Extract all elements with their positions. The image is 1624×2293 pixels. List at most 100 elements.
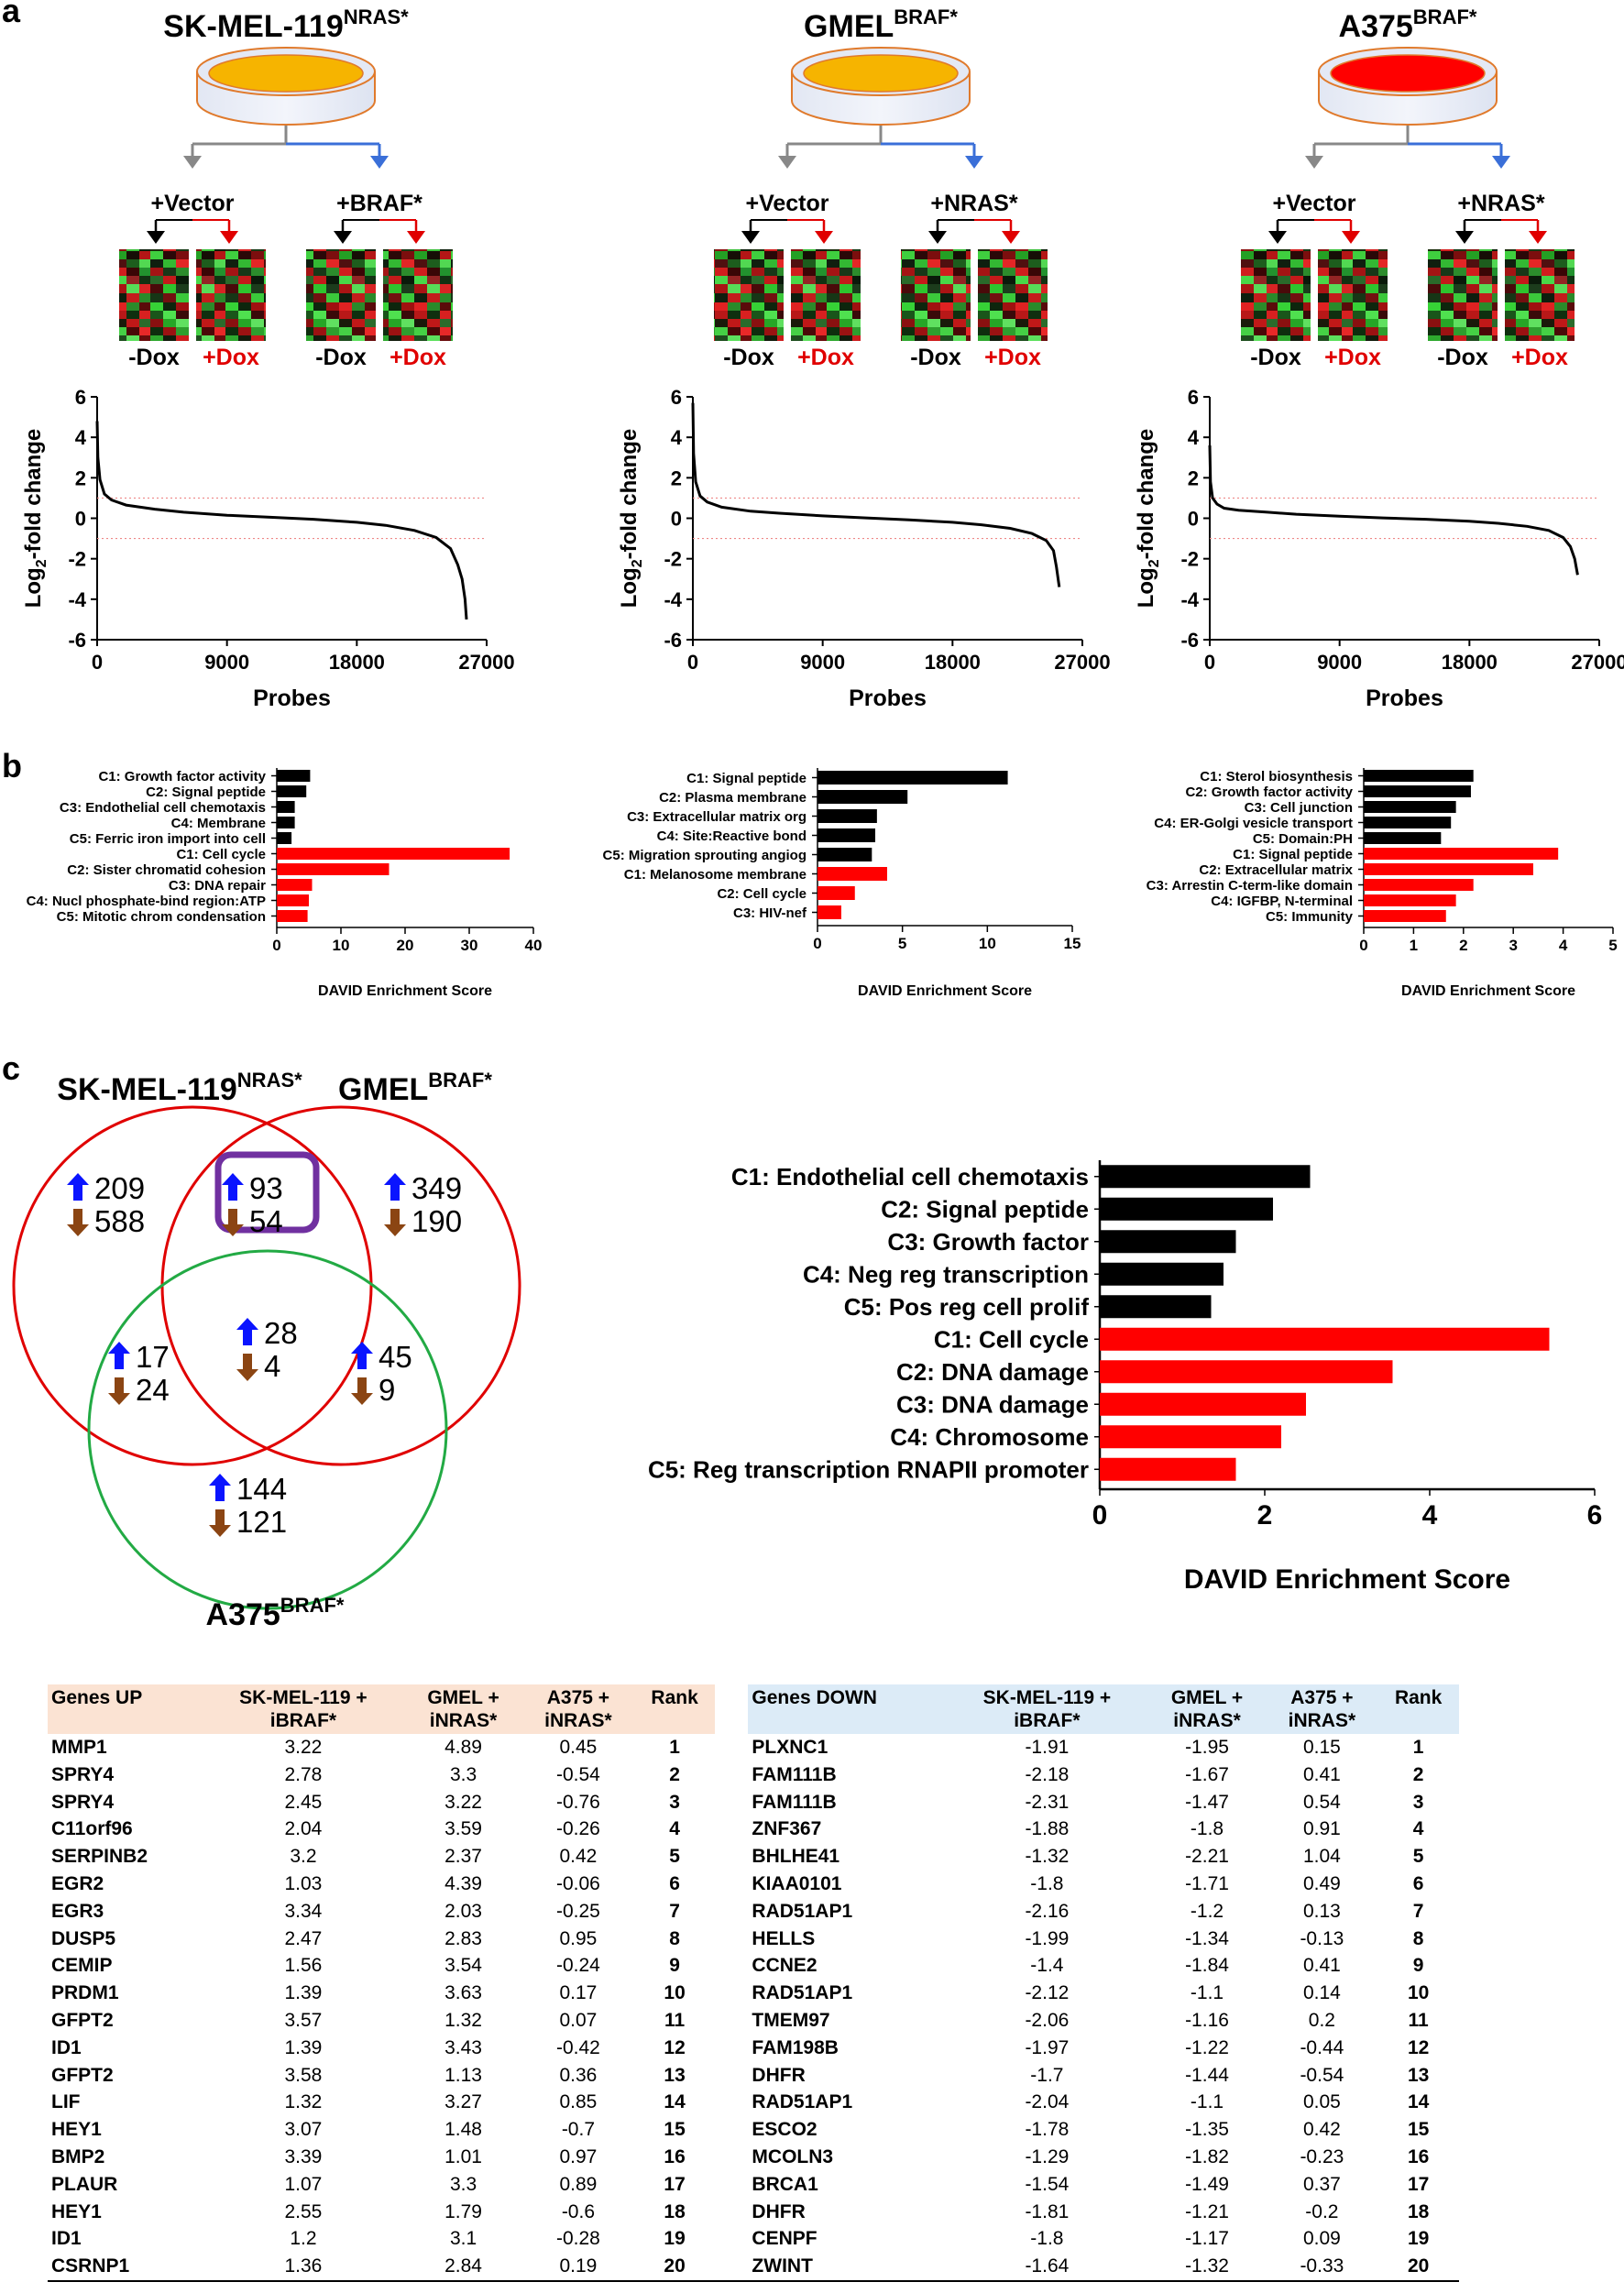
bar bbox=[1364, 832, 1442, 844]
table-cell: -1.16 bbox=[1185, 2009, 1229, 2031]
table-cell: 3.43 bbox=[444, 2036, 482, 2058]
table-cell: 8 bbox=[669, 1927, 680, 1949]
x-tick-label: 9000 bbox=[204, 651, 249, 674]
bar bbox=[277, 910, 308, 922]
table-cell: 0.97 bbox=[559, 2145, 598, 2167]
y-tick-label: -2 bbox=[1180, 548, 1199, 571]
table-cell: 3.27 bbox=[444, 2091, 482, 2113]
category-label: C4: IGFBP, N-terminal bbox=[1211, 894, 1353, 909]
dox-left-head bbox=[1268, 231, 1287, 244]
table-cell: 0.91 bbox=[1302, 1818, 1341, 1840]
table-cell: -1.67 bbox=[1185, 1763, 1229, 1785]
cell-line-mutation: BRAF* bbox=[1413, 5, 1477, 28]
table-row: DUSP5 2.47 2.83 0.95 8 HELLS -1.99 -1.34 -0.13 8 bbox=[48, 1925, 1459, 1953]
bar bbox=[277, 879, 313, 891]
bar bbox=[1364, 879, 1474, 891]
bar bbox=[277, 894, 309, 906]
table-cell: GFPT2 bbox=[51, 2009, 114, 2031]
table-cell: RAD51AP1 bbox=[752, 1900, 853, 1922]
dox-left-head bbox=[147, 231, 165, 244]
table-cell: 14 bbox=[1407, 2091, 1430, 2113]
y-tick-label: 6 bbox=[1188, 386, 1199, 409]
table-cell: 0.41 bbox=[1302, 1763, 1341, 1785]
table-cell: 0.42 bbox=[1302, 2119, 1341, 2141]
table-cell: C11orf96 bbox=[51, 1818, 133, 1840]
table-cell: 0.19 bbox=[522, 2253, 634, 2282]
category-label: C2: Signal peptide bbox=[146, 784, 266, 800]
table-row: GFPT2 3.57 1.32 0.07 11 TMEM97 -2.06 -1.16 0.2 11 bbox=[48, 2006, 1459, 2035]
table-cell: 3.2 bbox=[290, 1846, 317, 1868]
y-tick-label: 0 bbox=[671, 508, 682, 531]
x-tick-label: 0 bbox=[1204, 651, 1215, 674]
category-label: C1: Growth factor activity bbox=[98, 769, 266, 784]
x-tick-label: 18000 bbox=[1442, 651, 1498, 674]
label-base: GMEL bbox=[338, 1072, 428, 1107]
minus-dox-label: -Dox bbox=[128, 345, 180, 370]
ylabel-sub: 2 bbox=[34, 559, 49, 567]
category-label: C1: Melanosome membrane bbox=[624, 867, 807, 883]
category-label: C3: Arrestin C-term-like domain bbox=[1147, 878, 1353, 894]
category-label: C4: Neg reg transcription bbox=[803, 1261, 1089, 1289]
table-cell: 1.48 bbox=[444, 2119, 482, 2141]
category-label: C3: Cell junction bbox=[1245, 800, 1353, 816]
cell-line-mutation: NRAS* bbox=[344, 5, 409, 28]
table-cell: FAM111B bbox=[752, 1763, 837, 1785]
category-label: C1: Cell cycle bbox=[934, 1326, 1089, 1354]
x-axis-title: DAVID Enrichment Score bbox=[1401, 983, 1575, 999]
table-cell: 1.13 bbox=[444, 2064, 482, 2086]
table-cell: PLAUR bbox=[51, 2173, 118, 2195]
venn-circle-gmel bbox=[160, 1105, 521, 1466]
down-count: 121 bbox=[236, 1505, 287, 1539]
mutant-label: +NRAS* bbox=[930, 191, 1017, 216]
table-cell: 0.37 bbox=[1302, 2173, 1341, 2195]
table-cell: 20 bbox=[633, 2253, 716, 2282]
table-cell: -1.81 bbox=[1025, 2200, 1070, 2222]
category-label: C2: Signal peptide bbox=[881, 1196, 1089, 1223]
up-arrow-icon bbox=[351, 1342, 373, 1369]
plus-dox-label: +Dox bbox=[984, 345, 1041, 370]
table-cell: 3.3 bbox=[449, 1763, 477, 1785]
bar bbox=[817, 886, 855, 900]
table-cell: -1.78 bbox=[1025, 2119, 1070, 2141]
up-count: 28 bbox=[264, 1316, 298, 1350]
y-tick-label: -6 bbox=[1180, 629, 1199, 652]
y-tick-label: 0 bbox=[75, 508, 86, 531]
table-cell: KIAA0101 bbox=[752, 1872, 842, 1894]
table-cell: 2.03 bbox=[444, 1900, 482, 1922]
category-label: C4: ER-Golgi vesicle transport bbox=[1154, 816, 1353, 831]
table-cell: 0.14 bbox=[1302, 1982, 1341, 2004]
table-cell: 10 bbox=[1407, 1982, 1430, 2004]
up-arrow-icon bbox=[222, 1173, 244, 1201]
table-cell: 8 bbox=[1412, 1927, 1424, 1949]
table-cell: 4.89 bbox=[444, 1737, 482, 1758]
category-label: C2: Plasma membrane bbox=[659, 790, 807, 806]
x-tick-label: 5 bbox=[1608, 937, 1617, 954]
venn-label-sk: SK-MEL-119NRAS* bbox=[57, 1069, 302, 1107]
dish-medium bbox=[803, 54, 959, 93]
table-cell: 20 bbox=[1377, 2253, 1459, 2282]
highlight-box bbox=[214, 1151, 320, 1234]
table-cell: 1.01 bbox=[444, 2145, 482, 2167]
table-row: CEMIP 1.56 3.54 -0.24 9 CCNE2 -1.4 -1.84 0.41 9 bbox=[48, 1952, 1459, 1980]
x-tick-label: 3 bbox=[1509, 937, 1517, 954]
table-cell: 0.45 bbox=[559, 1737, 598, 1758]
heatmap-plus-dox bbox=[383, 249, 453, 341]
table-cell: 0.13 bbox=[1302, 1900, 1341, 1922]
x-tick-label: 1 bbox=[1410, 937, 1418, 954]
table-cell: -1.2 bbox=[1190, 1900, 1224, 1922]
table-cell: HEY1 bbox=[51, 2200, 102, 2222]
table-cell: -0.54 bbox=[555, 1763, 600, 1785]
category-label: C1: Signal peptide bbox=[686, 771, 807, 786]
category-label: C4: Site:Reactive bond bbox=[657, 828, 807, 844]
up-header-gene: Genes UP bbox=[48, 1684, 203, 1734]
table-cell: 0.85 bbox=[559, 2091, 598, 2113]
split-right-head bbox=[965, 156, 983, 169]
down-header-rank: Rank bbox=[1377, 1684, 1459, 1734]
table-cell: -1.44 bbox=[1185, 2064, 1229, 2086]
table-cell: 1.39 bbox=[284, 1982, 323, 2004]
bar bbox=[1100, 1230, 1236, 1254]
table-cell: -1.8 bbox=[1190, 1818, 1224, 1840]
table-cell: 0.17 bbox=[559, 1982, 598, 2004]
y-tick-label: 0 bbox=[1188, 508, 1199, 531]
